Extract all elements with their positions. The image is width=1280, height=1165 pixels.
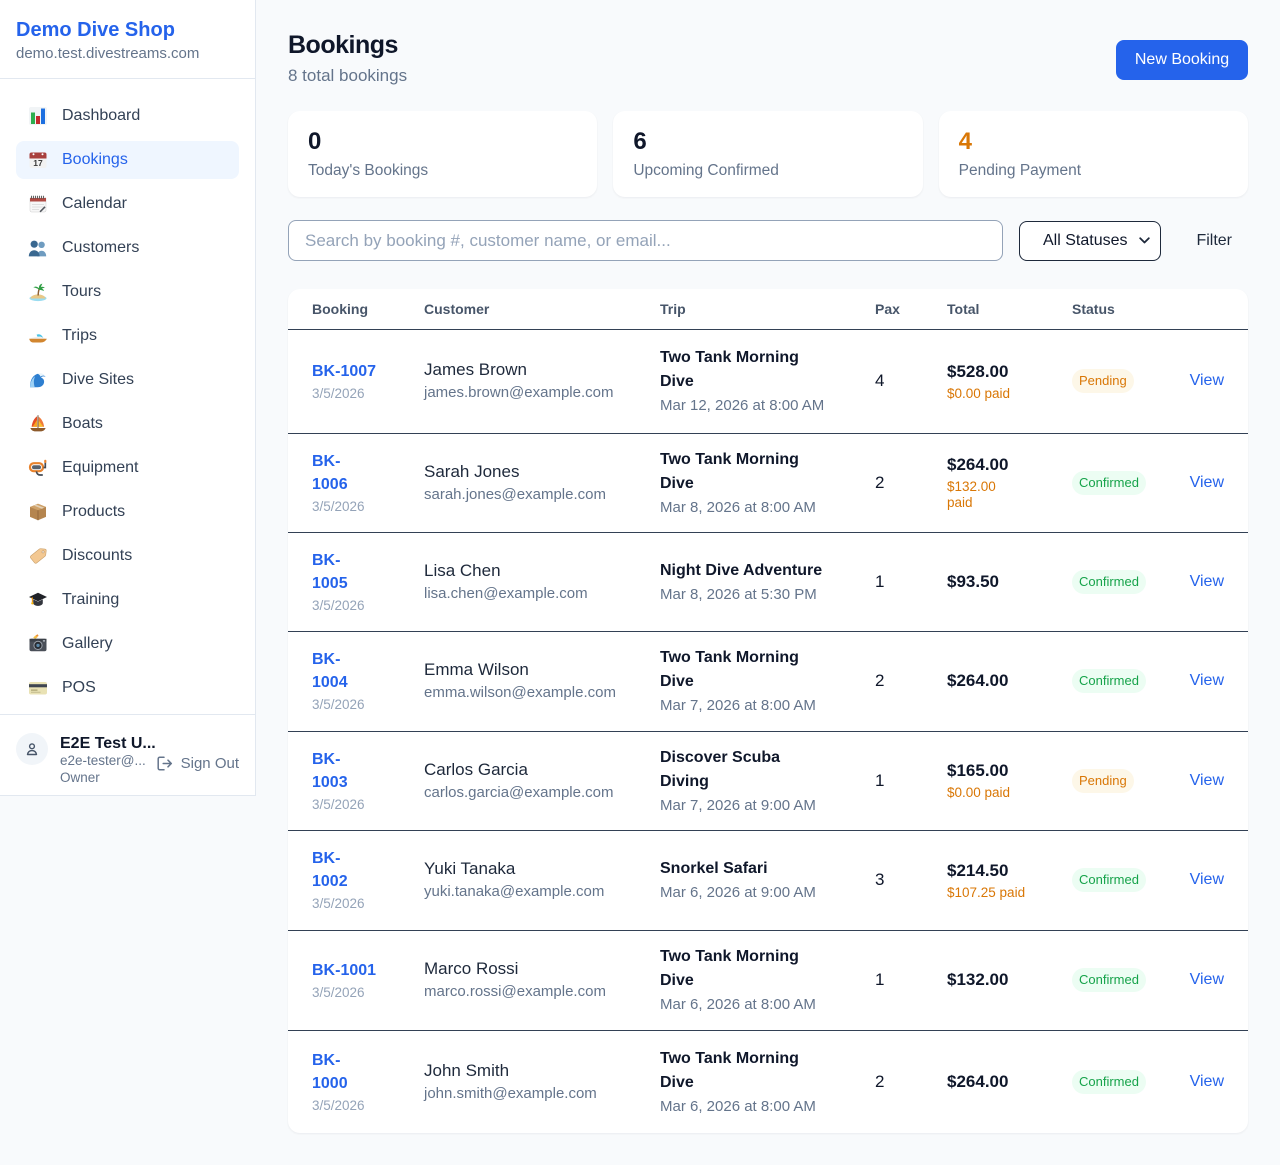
svg-text:17: 17 (33, 158, 43, 168)
